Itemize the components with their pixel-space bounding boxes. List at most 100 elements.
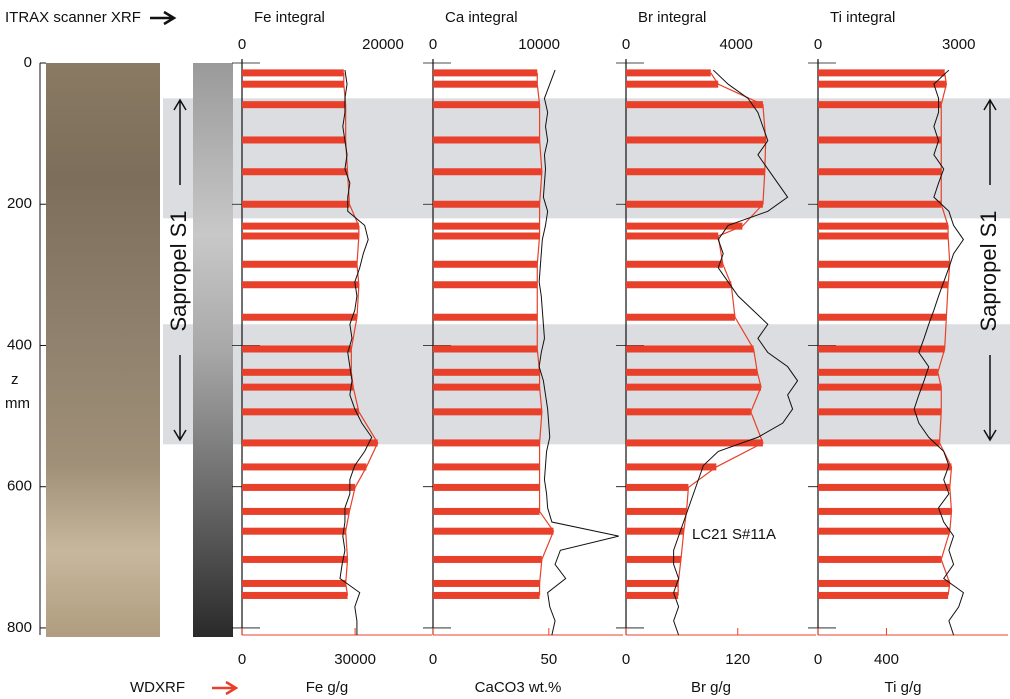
wdxrf-bar: [433, 383, 540, 391]
wdxrf-bar: [626, 168, 765, 176]
wdxrf-bar: [626, 281, 732, 289]
y-tick-label: 600: [7, 478, 32, 495]
wdxrf-bar: [242, 69, 344, 77]
xray-image: [193, 63, 233, 637]
wdxrf-bar: [433, 507, 540, 515]
wdxrf-bar: [626, 200, 763, 208]
wdxrf-bar: [242, 408, 359, 416]
top-tick-label: 0: [238, 36, 246, 53]
wdxrf-bar: [242, 527, 346, 535]
wdxrf-bar: [433, 313, 538, 321]
x-axis-label: Br g/g: [691, 679, 731, 696]
sapropel-arrows: [173, 98, 187, 442]
x-axis-label: Ti g/g: [885, 679, 922, 696]
wdxrf-bar: [433, 527, 554, 535]
wdxrf-bar: [818, 232, 949, 240]
wdxrf-line: [937, 72, 953, 596]
wdxrf-bar: [818, 313, 947, 321]
top-tick-label: 0: [429, 36, 437, 53]
wdxrf-bar: [433, 200, 540, 208]
top-tick-label: 4000: [719, 36, 752, 53]
x-axis-label: CaCO3 wt.%: [475, 679, 562, 696]
y-tick-label: 200: [7, 195, 32, 212]
band-layer: [163, 98, 1010, 445]
wdxrf-bar: [626, 260, 723, 268]
wdxrf-label: WDXRF: [130, 679, 185, 696]
wdxrf-bar: [626, 368, 758, 376]
top-tick-label: 0: [814, 36, 822, 53]
itrax-line: [538, 69, 619, 636]
wdxrf-arrow: [212, 680, 239, 696]
wdxrf-bar: [818, 463, 952, 471]
x-tick-label: 50: [541, 651, 558, 668]
wdxrf-bar: [433, 168, 542, 176]
wdxrf-bar: [818, 483, 950, 491]
wdxrf-bar: [818, 527, 950, 535]
wdxrf-bar: [626, 483, 689, 491]
wdxrf-bar: [818, 168, 942, 176]
wdxrf-bar: [433, 281, 538, 289]
wdxrf-bar: [242, 101, 346, 109]
wdxrf-bar: [433, 439, 540, 447]
sapropel-label: Sapropel S1: [166, 210, 191, 331]
core-annotation: LC21 S#11A: [692, 526, 776, 543]
wdxrf-bar: [818, 260, 950, 268]
wdxrf-bar: [242, 345, 352, 353]
wdxrf-bar: [242, 168, 348, 176]
top-tick-label: 3000: [942, 36, 975, 53]
itrax-line: [673, 69, 799, 636]
wdxrf-bar: [242, 368, 352, 376]
wdxrf-bar: [626, 232, 719, 240]
x-tick-label: 0: [429, 651, 437, 668]
x-tick-label: 0: [814, 651, 822, 668]
wdxrf-bar: [433, 101, 540, 109]
wdxrf-bar: [242, 200, 350, 208]
itrax-line: [913, 69, 965, 636]
x-axis-label: Fe g/g: [306, 679, 349, 696]
wdxrf-bar: [242, 80, 344, 88]
wdxrf-bar: [433, 222, 540, 230]
panel-title: Ca integral: [445, 9, 518, 26]
wdxrf-bar: [433, 136, 540, 144]
wdxrf-bar: [433, 463, 540, 471]
y-axis-label: z: [11, 371, 19, 388]
wdxrf-bar: [242, 463, 367, 471]
itrax-arrow: [150, 10, 177, 26]
wdxrf-bar: [818, 200, 942, 208]
wdxrf-bar: [818, 136, 942, 144]
wdxrf-bar: [433, 232, 540, 240]
y-tick-label: 400: [7, 336, 32, 353]
panel-title: Br integral: [638, 9, 706, 26]
wdxrf-bar: [626, 69, 711, 77]
sapropel-band: [163, 98, 1010, 219]
x-tick-label: 0: [238, 651, 246, 668]
wdxrf-bar: [626, 439, 763, 447]
wdxrf-bar: [818, 80, 947, 88]
wdxrf-bar: [242, 281, 359, 289]
wdxrf-bar: [433, 408, 542, 416]
wdxrf-bar: [242, 313, 357, 321]
wdxrf-bar: [433, 260, 538, 268]
wdxrf-bar: [242, 591, 348, 599]
wdxrf-bar: [818, 555, 942, 563]
wdxrf-bar: [242, 222, 359, 230]
wdxrf-bar: [626, 80, 719, 88]
wdxrf-line: [536, 72, 555, 596]
wdxrf-bar: [242, 507, 350, 515]
top-tick-label: 10000: [518, 36, 560, 53]
wdxrf-bar: [626, 555, 681, 563]
wdxrf-bar: [433, 483, 540, 491]
wdxrf-bar: [626, 408, 751, 416]
wdxrf-bar: [242, 483, 356, 491]
wdxrf-bar: [433, 555, 542, 563]
wdxrf-bar: [818, 383, 942, 391]
wdxrf-bar: [242, 439, 378, 447]
wdxrf-bar: [818, 222, 949, 230]
wdxrf-bar: [242, 383, 354, 391]
x-tick-label: 400: [874, 651, 899, 668]
x-tick-label: 120: [725, 651, 750, 668]
sapropel-label: Sapropel S1: [976, 210, 1001, 331]
wdxrf-bar: [818, 69, 945, 77]
